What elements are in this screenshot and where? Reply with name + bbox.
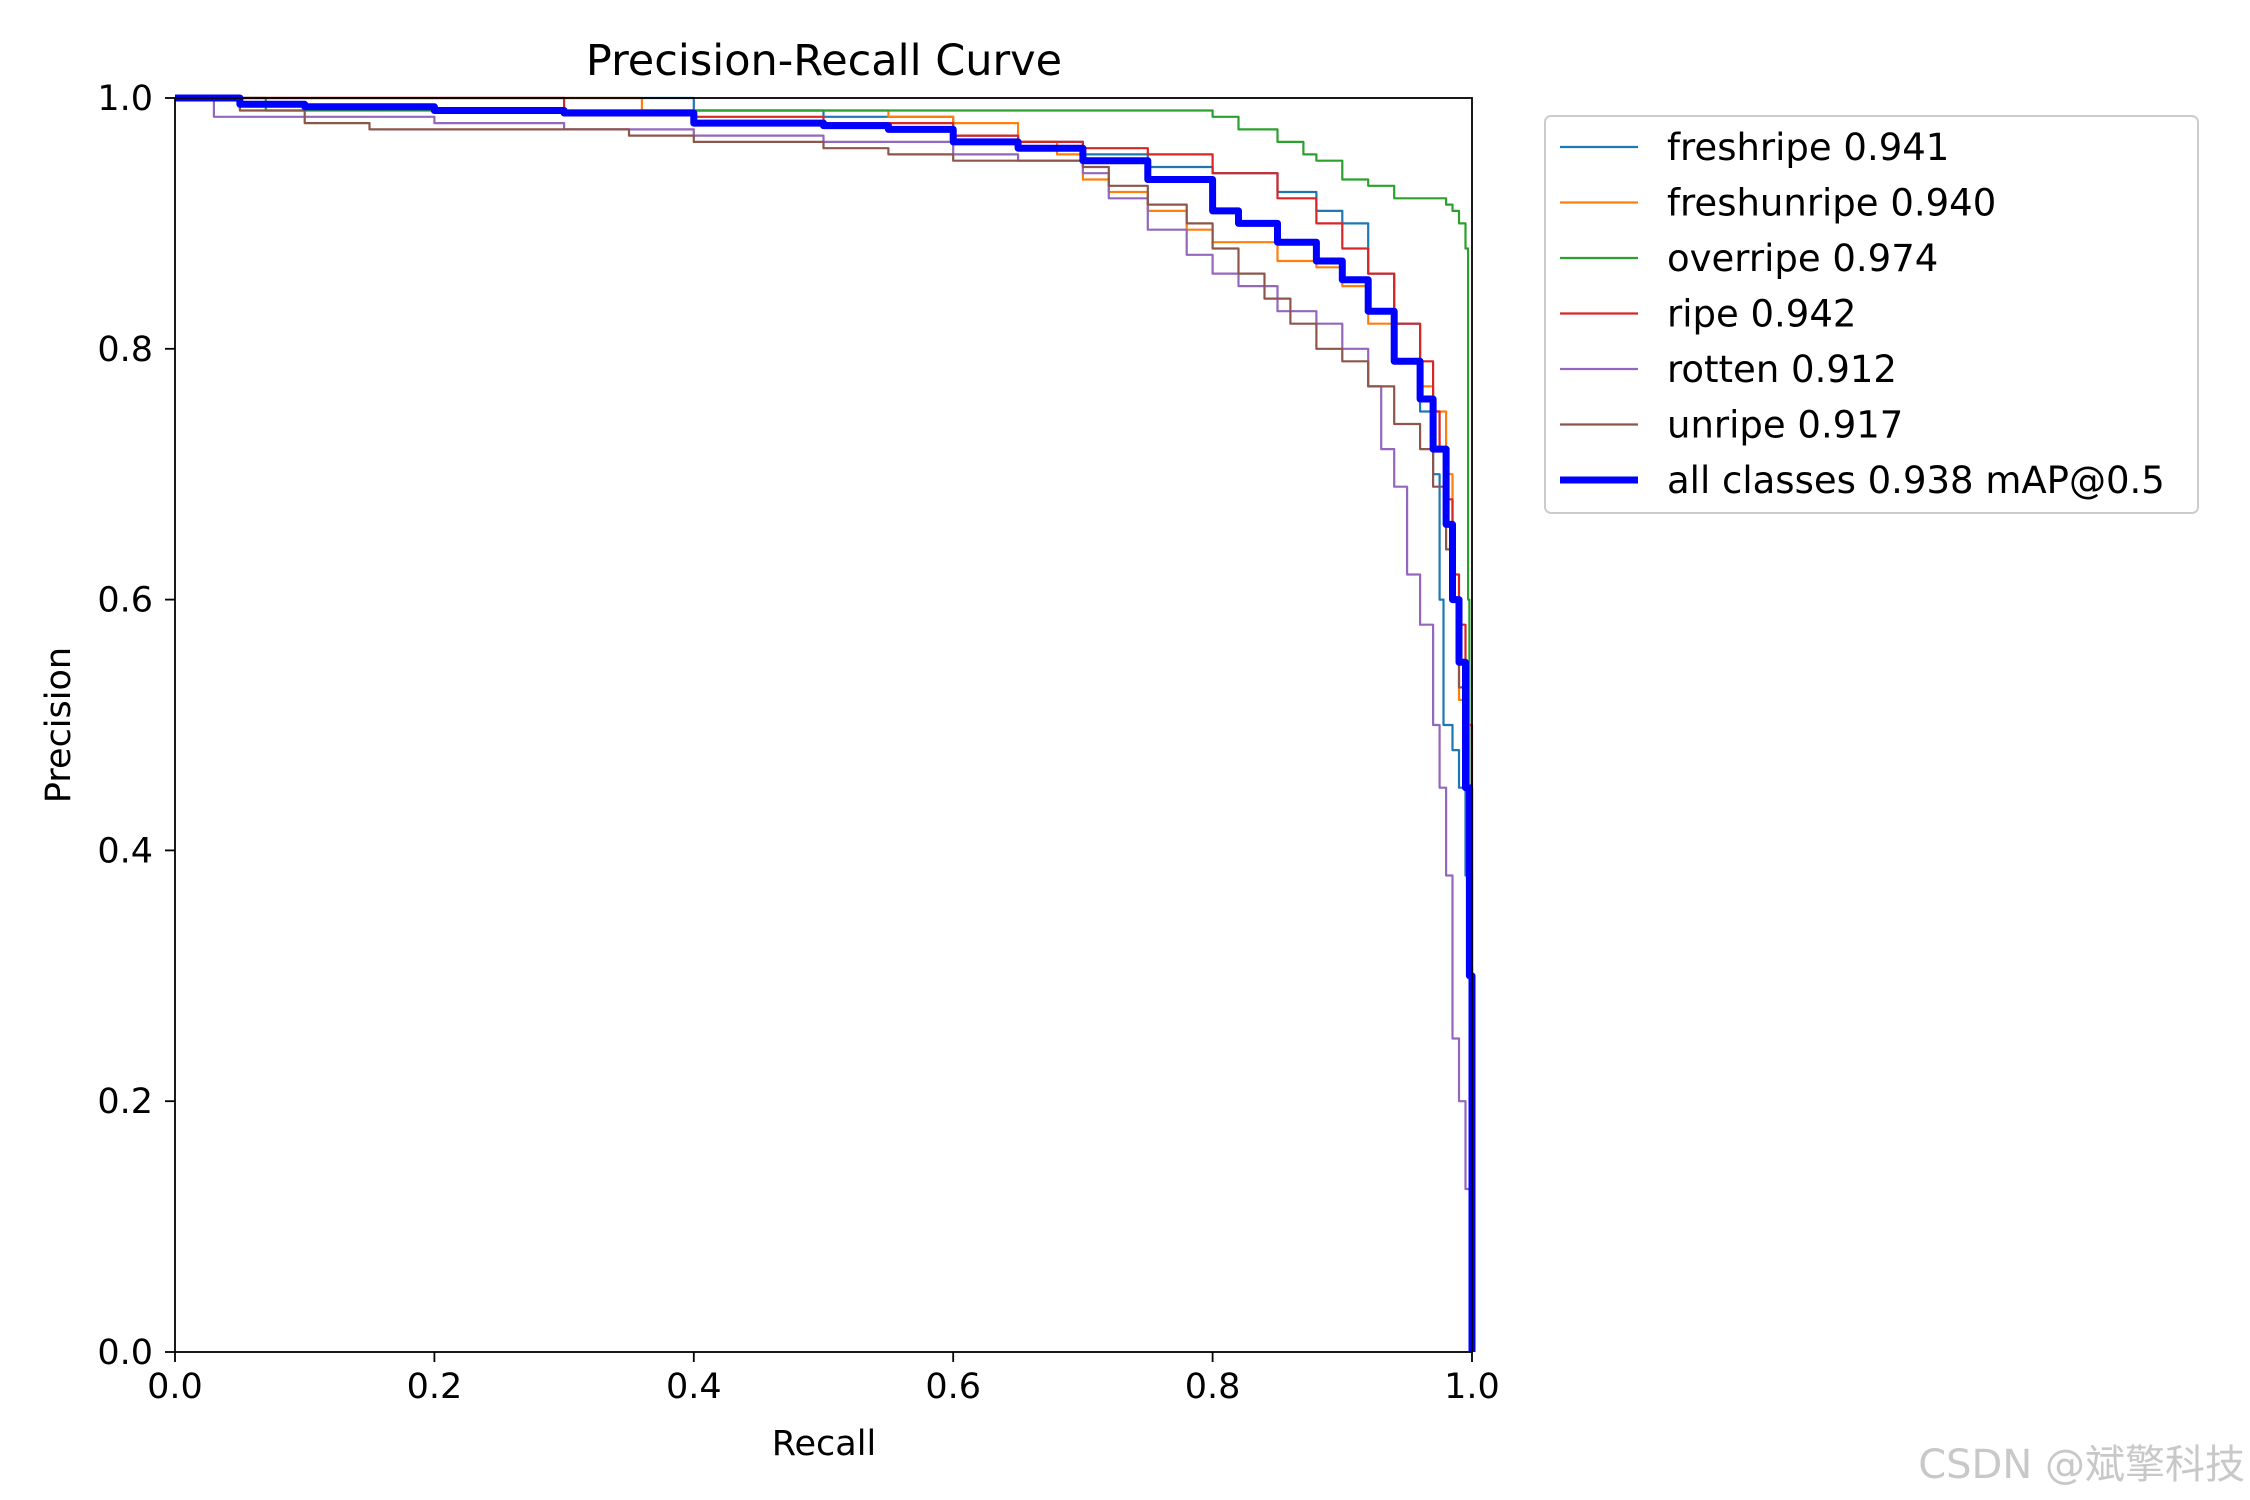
plot-area [174,94,1476,1353]
y-axis-ticks: 0.0 0.2 0.4 0.6 0.8 1.0 [97,79,175,1373]
y-tick-label: 0.2 [97,1082,153,1122]
legend-items: freshripe 0.941 freshunripe 0.940 overripe… [1560,126,2165,502]
series-layer [175,94,1476,1352]
x-axis-label: Recall [772,1424,876,1464]
x-tick-label: 0.2 [407,1367,463,1407]
series-line-all-classes [175,94,1476,1352]
y-tick-label: 1.0 [97,79,153,119]
x-tick-label: 0.4 [666,1367,722,1407]
series-line-overripe [175,96,1474,1352]
series-line-rotten [175,96,1474,1352]
legend-label: unripe 0.917 [1667,404,1903,447]
x-tick-label: 0.6 [925,1367,981,1407]
y-tick-label: 0.0 [97,1333,153,1373]
legend-label: freshripe 0.941 [1667,126,1949,169]
legend-label: rotten 0.912 [1667,348,1897,391]
x-axis-ticks: 0.0 0.2 0.4 0.6 0.8 1.0 [147,1352,1500,1407]
x-tick-label: 1.0 [1444,1367,1500,1407]
legend-label: freshunripe 0.940 [1667,182,1996,225]
legend: freshripe 0.941 freshunripe 0.940 overripe… [1544,115,2199,514]
y-tick-label: 0.4 [97,831,153,871]
y-axis-label: Precision [39,647,79,803]
chart-title: Precision-Recall Curve [586,36,1062,86]
x-tick-label: 0.8 [1185,1367,1241,1407]
plot-background [175,98,1472,1352]
legend-label: overripe 0.974 [1667,237,1938,280]
y-tick-label: 0.6 [97,581,153,621]
legend-label: ripe 0.942 [1667,293,1856,336]
legend-label: all classes 0.938 mAP@0.5 [1667,459,2165,502]
series-line-unripe [175,96,1474,1352]
plot-frame [174,97,1473,1353]
y-tick-label: 0.8 [97,330,153,370]
watermark-text: CSDN @斌擎科技 [1918,1442,2245,1488]
legend-frame [1544,115,2199,514]
x-tick-label: 0.0 [147,1367,203,1407]
